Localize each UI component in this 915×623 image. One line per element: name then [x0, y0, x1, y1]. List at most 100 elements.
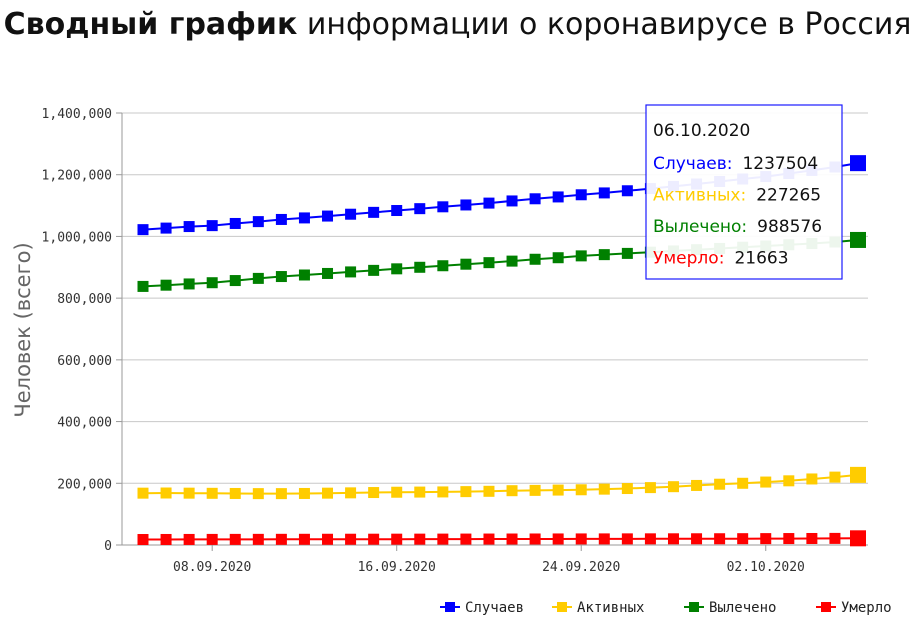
data-point[interactable] — [229, 487, 241, 499]
legend[interactable]: Случаев Активных Вылечено Умерло — [440, 600, 892, 616]
data-point[interactable] — [322, 487, 334, 499]
data-point[interactable] — [298, 487, 310, 499]
data-point[interactable] — [391, 486, 403, 498]
data-point[interactable] — [529, 484, 541, 496]
data-point[interactable] — [137, 280, 149, 292]
data-point[interactable] — [850, 155, 866, 172]
data-point[interactable] — [414, 203, 426, 215]
data-point[interactable] — [437, 486, 449, 498]
data-point[interactable] — [483, 485, 495, 497]
data-point[interactable] — [183, 487, 195, 499]
data-point[interactable] — [714, 478, 726, 490]
data-point[interactable] — [621, 185, 633, 197]
data-point[interactable] — [598, 187, 610, 199]
series-2[interactable] — [137, 466, 867, 500]
data-point[interactable] — [160, 533, 172, 545]
data-point[interactable] — [206, 220, 218, 232]
data-point[interactable] — [829, 532, 841, 544]
data-point[interactable] — [552, 533, 564, 545]
data-point[interactable] — [437, 533, 449, 545]
data-point[interactable] — [783, 533, 795, 545]
data-point[interactable] — [483, 257, 495, 269]
data-point[interactable] — [183, 221, 195, 233]
data-point[interactable] — [229, 275, 241, 287]
data-point[interactable] — [298, 533, 310, 545]
data-point[interactable] — [322, 533, 334, 545]
data-point[interactable] — [160, 222, 172, 234]
data-point[interactable] — [575, 250, 587, 262]
data-point[interactable] — [437, 260, 449, 272]
data-point[interactable] — [667, 481, 679, 493]
data-point[interactable] — [552, 191, 564, 203]
data-point[interactable] — [298, 269, 310, 281]
data-point[interactable] — [621, 533, 633, 545]
data-point[interactable] — [460, 486, 472, 498]
data-point[interactable] — [368, 264, 380, 276]
data-point[interactable] — [621, 483, 633, 495]
data-point[interactable] — [322, 267, 334, 279]
data-point[interactable] — [229, 533, 241, 545]
data-point[interactable] — [506, 485, 518, 497]
legend-item[interactable]: Умерло — [816, 600, 892, 616]
data-point[interactable] — [391, 263, 403, 275]
data-point[interactable] — [506, 533, 518, 545]
data-point[interactable] — [137, 487, 149, 499]
data-point[interactable] — [275, 533, 287, 545]
data-point[interactable] — [137, 224, 149, 236]
data-point[interactable] — [644, 482, 656, 494]
data-point[interactable] — [275, 271, 287, 283]
data-point[interactable] — [229, 217, 241, 229]
data-point[interactable] — [598, 483, 610, 495]
data-point[interactable] — [414, 533, 426, 545]
data-point[interactable] — [206, 533, 218, 545]
data-point[interactable] — [806, 473, 818, 485]
data-point[interactable] — [644, 533, 656, 545]
data-point[interactable] — [275, 488, 287, 500]
data-point[interactable] — [252, 272, 264, 284]
data-point[interactable] — [298, 212, 310, 224]
data-point[interactable] — [437, 201, 449, 213]
data-point[interactable] — [345, 266, 357, 278]
data-point[interactable] — [691, 533, 703, 545]
data-point[interactable] — [368, 206, 380, 218]
data-point[interactable] — [691, 479, 703, 491]
data-point[interactable] — [806, 532, 818, 544]
data-point[interactable] — [850, 466, 866, 483]
data-point[interactable] — [552, 252, 564, 264]
data-point[interactable] — [850, 530, 866, 547]
data-point[interactable] — [760, 533, 772, 545]
data-point[interactable] — [460, 199, 472, 211]
data-point[interactable] — [529, 533, 541, 545]
data-point[interactable] — [575, 484, 587, 496]
data-point[interactable] — [737, 533, 749, 545]
data-point[interactable] — [183, 278, 195, 290]
data-point[interactable] — [206, 487, 218, 499]
data-point[interactable] — [206, 277, 218, 289]
data-point[interactable] — [252, 216, 264, 228]
data-point[interactable] — [368, 533, 380, 545]
data-point[interactable] — [460, 533, 472, 545]
data-point[interactable] — [575, 533, 587, 545]
data-point[interactable] — [598, 249, 610, 261]
data-point[interactable] — [667, 533, 679, 545]
data-point[interactable] — [598, 533, 610, 545]
data-point[interactable] — [414, 486, 426, 498]
legend-item[interactable]: Вылечено — [684, 600, 776, 616]
data-point[interactable] — [345, 533, 357, 545]
data-point[interactable] — [391, 205, 403, 217]
data-point[interactable] — [506, 195, 518, 207]
data-point[interactable] — [252, 533, 264, 545]
data-point[interactable] — [322, 210, 334, 222]
data-point[interactable] — [529, 253, 541, 265]
data-point[interactable] — [160, 487, 172, 499]
data-point[interactable] — [737, 477, 749, 489]
data-point[interactable] — [552, 484, 564, 496]
data-point[interactable] — [160, 279, 172, 291]
data-point[interactable] — [252, 488, 264, 500]
data-point[interactable] — [829, 471, 841, 483]
data-point[interactable] — [506, 255, 518, 267]
data-point[interactable] — [183, 533, 195, 545]
data-point[interactable] — [345, 487, 357, 499]
data-point[interactable] — [460, 258, 472, 270]
